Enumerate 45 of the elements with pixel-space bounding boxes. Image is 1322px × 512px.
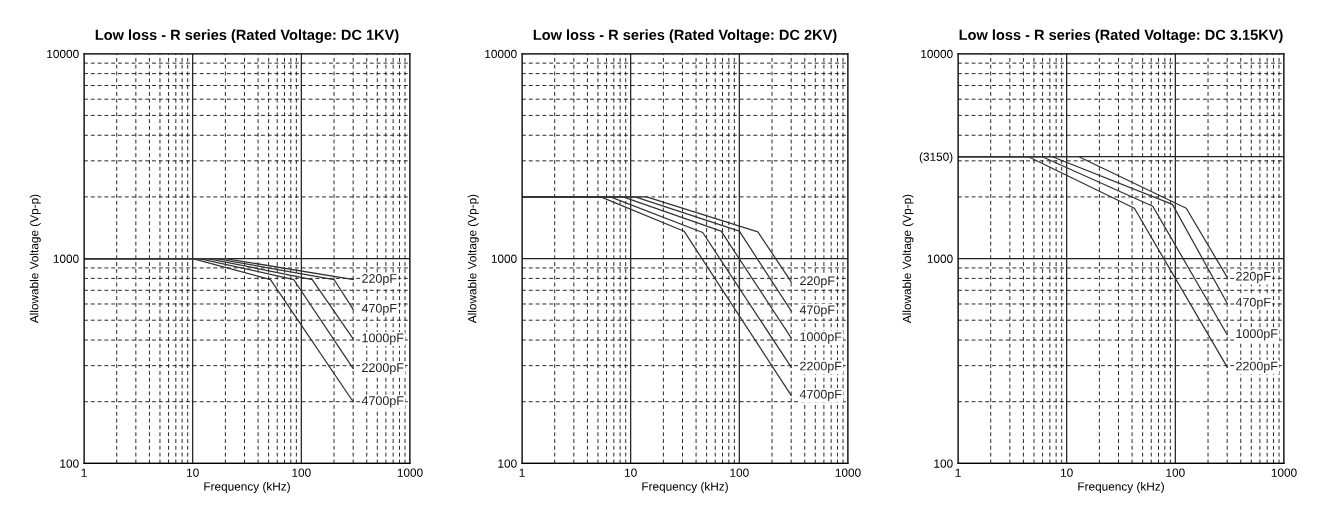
y-axis-title: Allowable Voltage (Vp-p) xyxy=(902,194,914,324)
series-label: 220pF xyxy=(1236,271,1271,284)
x-axis-title: Frequency (kHz) xyxy=(1078,482,1164,494)
chart-title: Low loss - R series (Rated Voltage: DC 1KV) xyxy=(95,29,399,43)
y-tick-label: 1000 xyxy=(53,254,79,263)
y-tick-label: 1000 xyxy=(927,254,953,263)
x-tick-label: 100 xyxy=(730,468,749,477)
x-tick-label: 1 xyxy=(519,468,525,477)
x-tick-label: 1000 xyxy=(1271,468,1297,477)
series-label: 4700pF xyxy=(361,396,404,408)
x-tick-label: 1 xyxy=(955,468,961,477)
series-label: 2200pF xyxy=(1236,361,1278,373)
series-label: 220pF xyxy=(362,274,397,286)
series-label: 1000pF xyxy=(1236,329,1278,341)
y-tick-label: 1000 xyxy=(491,254,517,263)
series-label: 1000pF xyxy=(800,332,842,344)
x-tick-label: 10 xyxy=(187,468,199,477)
x-axis-title: Frequency (kHz) xyxy=(642,482,728,494)
x-tick-label: 1 xyxy=(81,468,87,477)
x-tick-label: 10 xyxy=(1061,468,1073,477)
series-label: 2200pF xyxy=(362,363,404,375)
y-axis-title: Allowable Voltage (Vp-p) xyxy=(467,194,479,324)
y-tick-label: 10000 xyxy=(921,49,953,59)
x-tick-label: 1000 xyxy=(397,468,423,477)
y-tick-label: 10000 xyxy=(47,49,79,59)
x-tick-label: 100 xyxy=(292,468,311,477)
y-axis-title: Allowable Voltage (Vp-p) xyxy=(29,194,41,324)
series-label: 220pF xyxy=(800,276,835,288)
x-tick-label: 10 xyxy=(625,468,637,477)
series-label: 470pF xyxy=(799,305,835,317)
x-tick-label: 100 xyxy=(1166,468,1185,477)
chart-title: Low loss - R series (Rated Voltage: DC 3.15KV) xyxy=(959,29,1283,43)
x-tick-label: 1000 xyxy=(835,468,861,477)
x-axis-title: Frequency (kHz) xyxy=(204,482,290,494)
y-tick-label: 100 xyxy=(934,459,953,468)
series-label: 1000pF xyxy=(362,333,404,345)
series-label: 2200pF xyxy=(800,361,842,373)
y-tick-label: 100 xyxy=(60,459,79,468)
series-label: 470pF xyxy=(1235,297,1271,310)
y-tick-label: (3150) xyxy=(919,152,953,164)
series-label: 470pF xyxy=(361,303,397,316)
y-tick-label: 100 xyxy=(498,459,517,468)
series-label: 4700pF xyxy=(799,389,842,402)
chart-title: Low loss - R series (Rated Voltage: DC 2KV) xyxy=(533,29,837,43)
y-tick-label: 10000 xyxy=(485,49,517,59)
